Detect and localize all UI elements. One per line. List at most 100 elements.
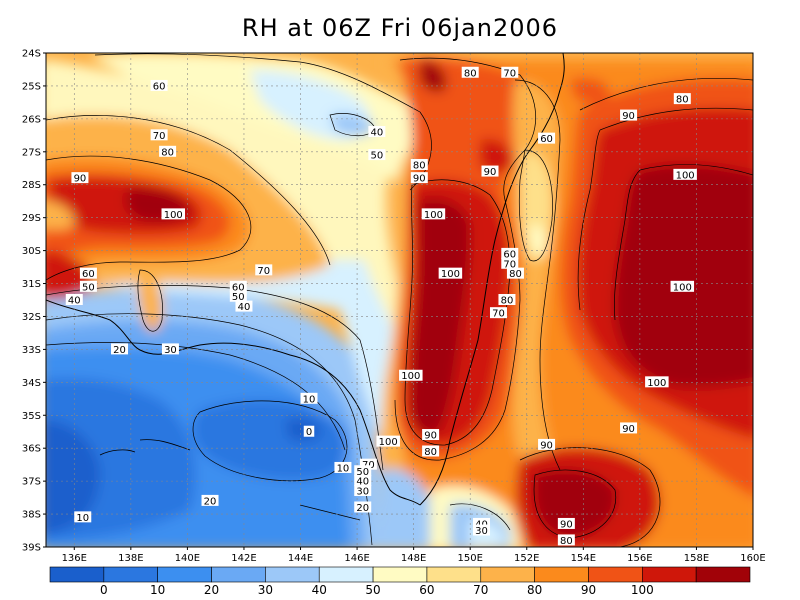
contour-label: 90 (538, 438, 556, 451)
contour-label: 40 (65, 294, 83, 307)
contour-label-box (159, 145, 177, 157)
contour-label-text: 10 (303, 394, 316, 405)
contour-label-box (461, 66, 479, 78)
contour-label: 80 (422, 445, 440, 458)
contour-label-box (303, 425, 315, 437)
contour-label-box (422, 429, 440, 441)
contour-label: 50 (79, 280, 97, 293)
contour-label-text: 100 (647, 378, 666, 389)
contour-label-box (501, 66, 519, 78)
contour-label-text: 90 (540, 440, 553, 451)
lon-label: 158E (684, 553, 709, 564)
contour-label-text: 20 (204, 496, 217, 507)
lat-label: 29S (22, 213, 41, 224)
contour-label-box (368, 126, 386, 138)
lon-label: 148E (401, 553, 426, 564)
contour-label: 80 (557, 534, 575, 547)
contour-label-text: 60 (153, 81, 166, 92)
contour-label-text: 80 (676, 95, 689, 106)
contour-label: 0 (303, 425, 315, 438)
contour-label-text: 100 (441, 269, 460, 280)
colorbar-swatch (157, 566, 212, 583)
lon-label: 146E (344, 553, 369, 564)
colorbar-label: 20 (204, 583, 219, 597)
contour-label-text: 90 (413, 174, 426, 185)
contour-label-box (538, 132, 556, 144)
contour-label-box (255, 264, 273, 276)
contour-label-box (501, 247, 519, 259)
contour-label-box (79, 280, 97, 292)
contour-label-text: 100 (424, 210, 443, 221)
contour-label-text: 80 (464, 68, 477, 79)
contour-label-text: 70 (257, 266, 270, 277)
contour-label-text: 80 (161, 147, 174, 158)
contour-label: 100 (161, 208, 186, 221)
contour-label: 10 (334, 461, 352, 474)
contour-label-box (334, 461, 352, 473)
contour-label-box (399, 369, 423, 381)
colorbar-label: 100 (631, 583, 654, 597)
contour-label: 10 (74, 511, 92, 524)
contour-label-box (557, 517, 575, 529)
contour-label-text: 100 (676, 170, 695, 181)
contour-label-box (645, 376, 669, 388)
contour-label: 90 (422, 429, 440, 442)
contour-label-box (620, 422, 638, 434)
contour-label-text: 90 (424, 431, 437, 442)
contour-label: 60 (150, 79, 168, 92)
contour-label-text: 50 (371, 151, 384, 162)
longitude-labels: 136E 138E 140E 142E 144E 146E 148E 150E 152E 154E… (62, 547, 766, 564)
colorbar-swatch (642, 566, 697, 583)
contour-label-box (557, 534, 575, 546)
contour-label-box (71, 172, 89, 184)
contour-label-text: 90 (622, 424, 635, 435)
colorbar-swatch (426, 566, 482, 583)
contour-label-text: 10 (76, 513, 89, 524)
lat-label: 30S (22, 246, 41, 257)
lon-label: 152E (514, 553, 539, 564)
contour-label: 90 (71, 172, 89, 185)
contour-label: 50 (229, 290, 247, 303)
contour-label-text: 10 (337, 463, 350, 474)
lat-label: 32S (22, 312, 41, 323)
contour-label: 60 (79, 267, 97, 280)
contour-label-box (150, 79, 168, 91)
lon-label: 140E (175, 553, 200, 564)
contour-label-text: 60 (540, 134, 553, 145)
contour-label: 30 (473, 524, 491, 537)
colorbar-label: 30 (258, 583, 273, 597)
contour-label-text: 80 (413, 160, 426, 171)
colorbar-swatch (534, 566, 589, 583)
map-frame (45, 52, 754, 548)
contour-label: 60 (229, 280, 247, 293)
contour-label: 20 (111, 343, 129, 356)
contour-label: 70 (501, 257, 519, 270)
contour-label: 60 (538, 132, 556, 145)
contour-label-text: 100 (401, 371, 420, 382)
contour-label-box (229, 290, 247, 302)
colorbar-label: 70 (473, 583, 488, 597)
contour-label: 40 (235, 300, 253, 313)
colorbar-swatch (588, 566, 643, 583)
contour-label-text: 50 (356, 467, 369, 478)
contour-label: 90 (620, 422, 638, 435)
contour-label-text: 20 (356, 503, 369, 514)
contour-label-box (368, 149, 386, 161)
contour-label-text: 90 (74, 174, 87, 185)
contour-label-text: 30 (164, 345, 177, 356)
rh-field (46, 53, 753, 547)
contour-label-box (354, 501, 372, 513)
lat-label: 33S (22, 345, 41, 356)
contour-label-box (489, 307, 507, 319)
colorbar-label: 40 (312, 583, 327, 597)
map-gridlines (46, 53, 753, 547)
contour-label-text: 40 (371, 128, 384, 139)
contour-label-box (538, 438, 556, 450)
colorbar-swatch (265, 566, 320, 583)
contour-label-text: 100 (164, 210, 183, 221)
contour-label-box (359, 458, 377, 470)
colorbar-swatch (211, 566, 266, 583)
lon-label: 156E (627, 553, 652, 564)
contour-label: 90 (620, 109, 638, 122)
